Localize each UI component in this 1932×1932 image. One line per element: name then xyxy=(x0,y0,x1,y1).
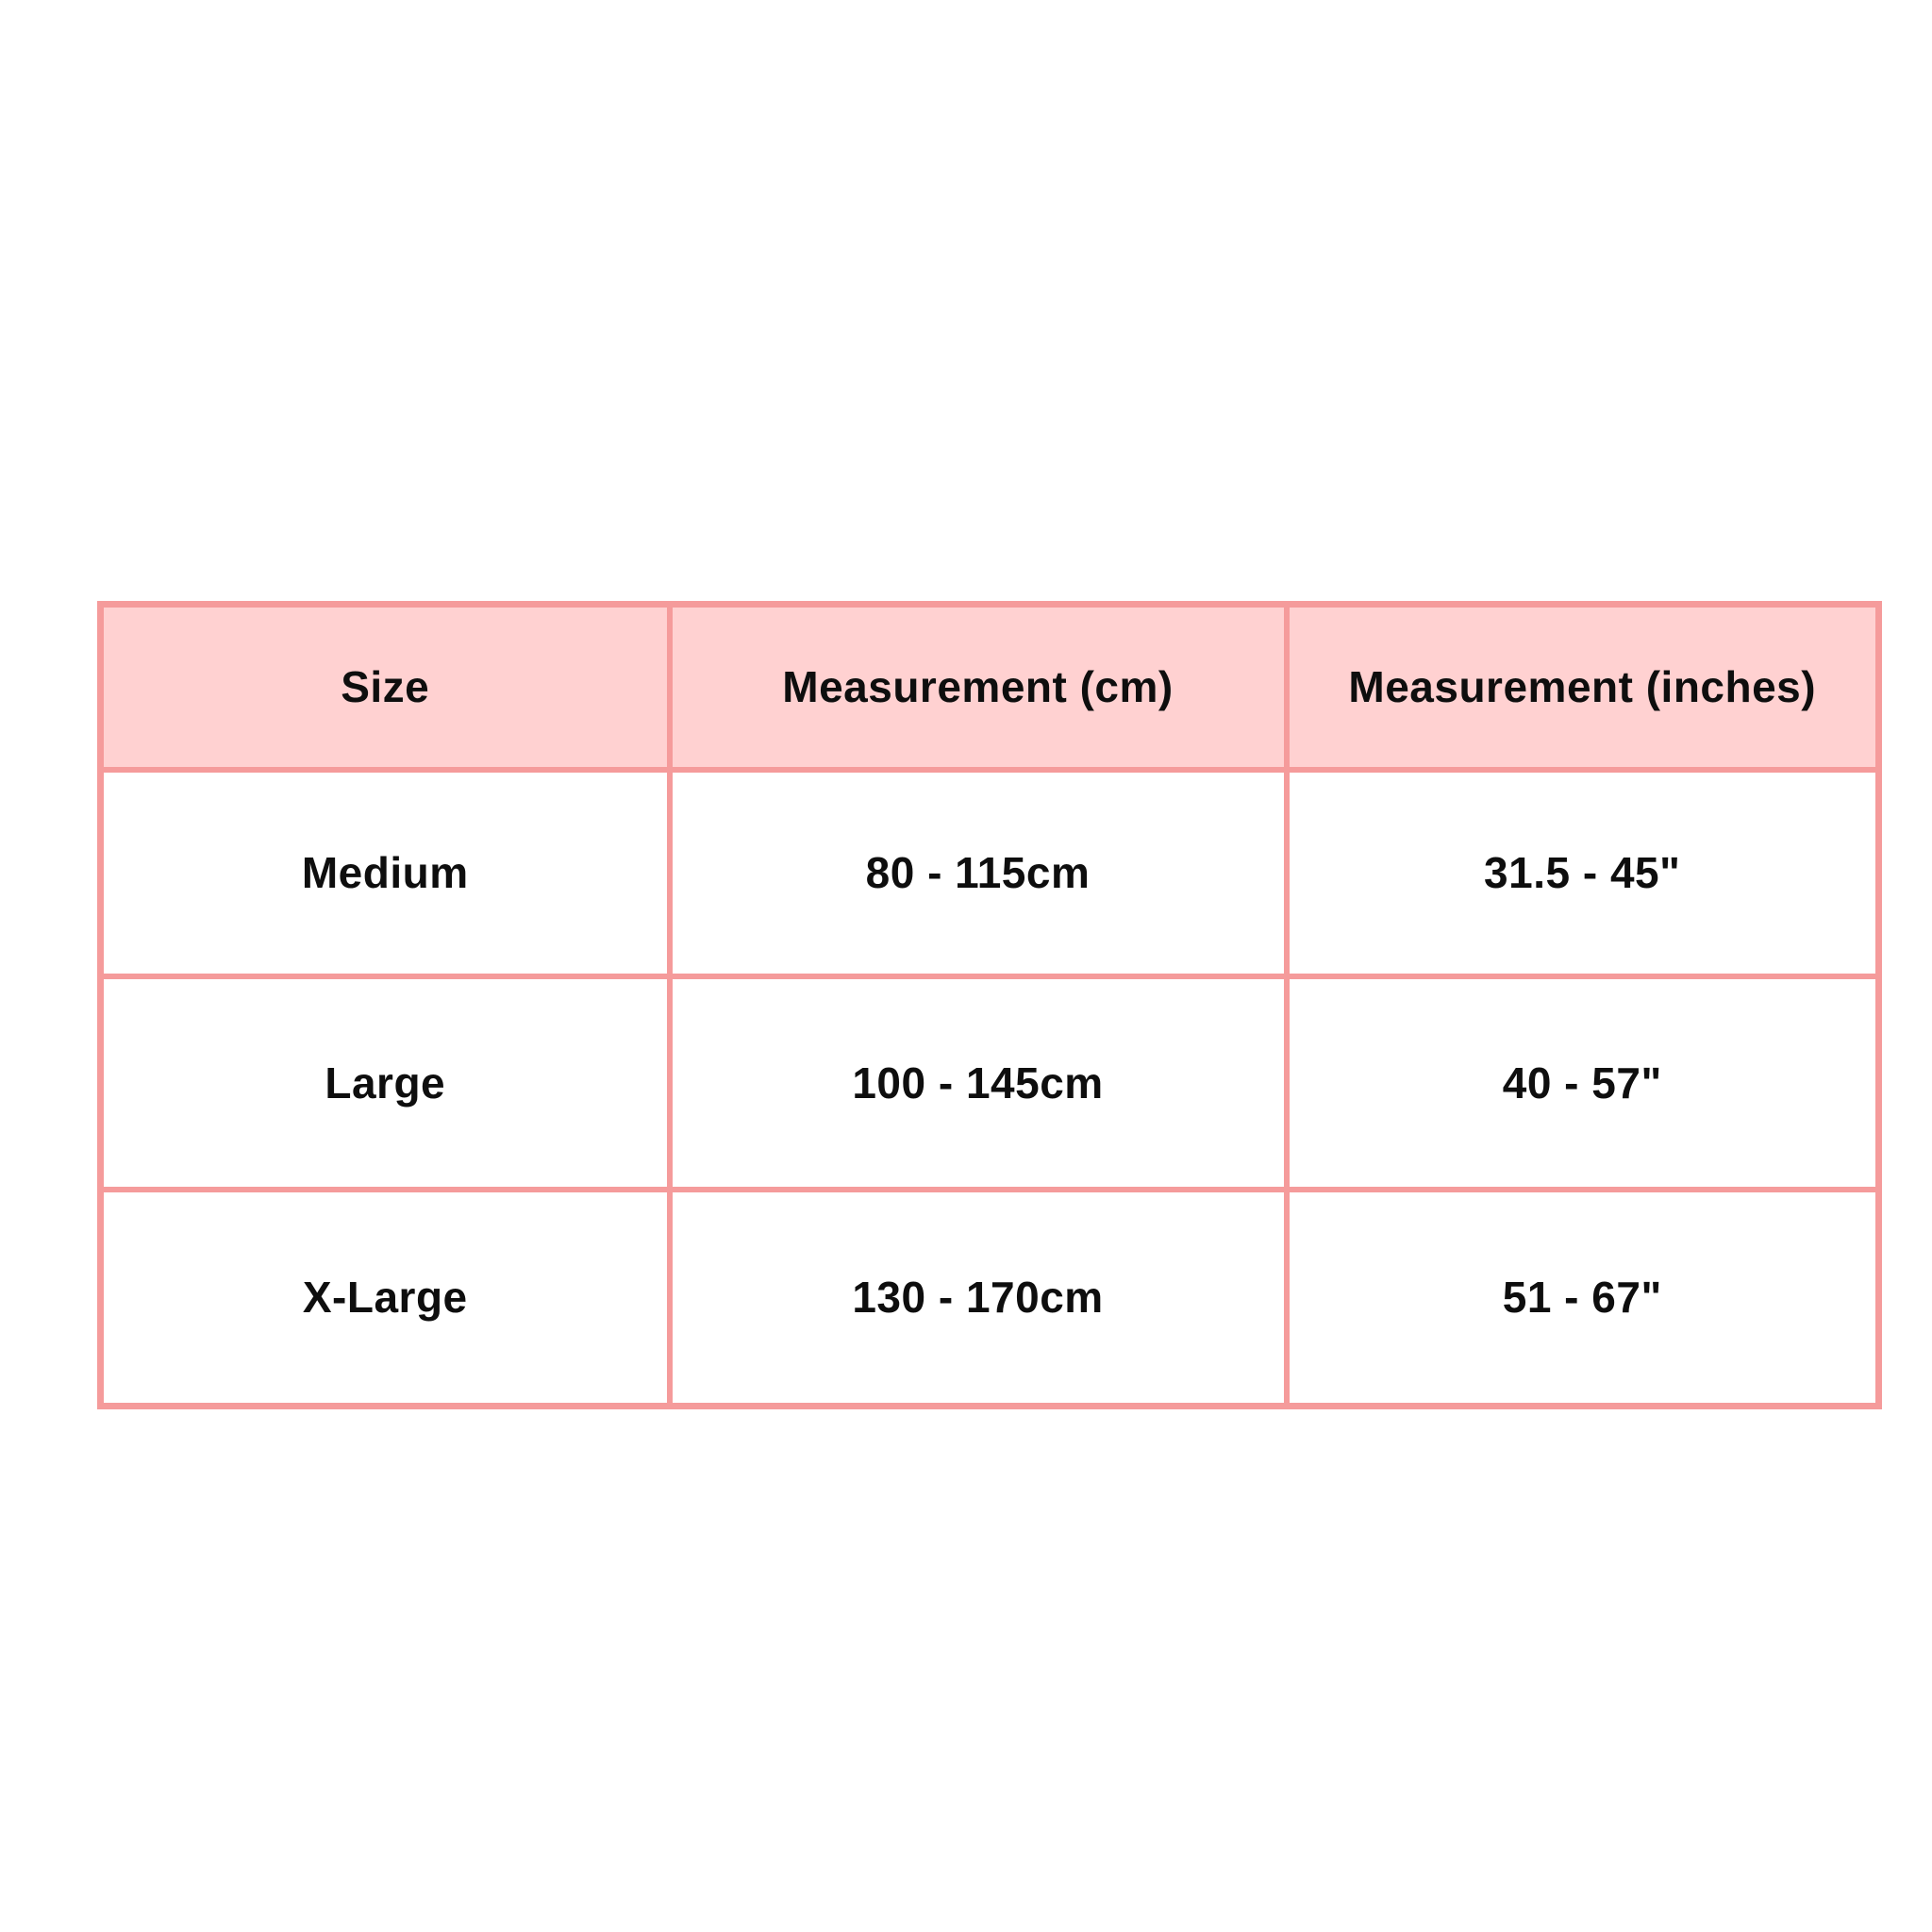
cell-cm-medium: 80 - 115cm xyxy=(666,766,1290,979)
size-chart-table: Size Measurement (cm) Measurement (inche… xyxy=(97,601,1882,1409)
table-row-medium: Medium 80 - 115cm 31.5 - 45" xyxy=(97,766,1882,979)
cell-cm-large: 100 - 145cm xyxy=(666,973,1290,1192)
column-header-measurement-inches: Measurement (inches) xyxy=(1283,601,1882,773)
cell-inches-medium: 31.5 - 45" xyxy=(1283,766,1882,979)
table-row-x-large: X-Large 130 - 170cm 51 - 67" xyxy=(97,1186,1882,1409)
cell-inches-x-large: 51 - 67" xyxy=(1283,1186,1882,1409)
cell-inches-large: 40 - 57" xyxy=(1283,973,1882,1192)
table-row-large: Large 100 - 145cm 40 - 57" xyxy=(97,973,1882,1192)
table-header-row: Size Measurement (cm) Measurement (inche… xyxy=(97,601,1882,773)
column-header-size: Size xyxy=(97,601,673,773)
cell-size-large: Large xyxy=(97,973,673,1192)
cell-cm-x-large: 130 - 170cm xyxy=(666,1186,1290,1409)
cell-size-medium: Medium xyxy=(97,766,673,979)
cell-size-x-large: X-Large xyxy=(97,1186,673,1409)
column-header-measurement-cm: Measurement (cm) xyxy=(666,601,1290,773)
